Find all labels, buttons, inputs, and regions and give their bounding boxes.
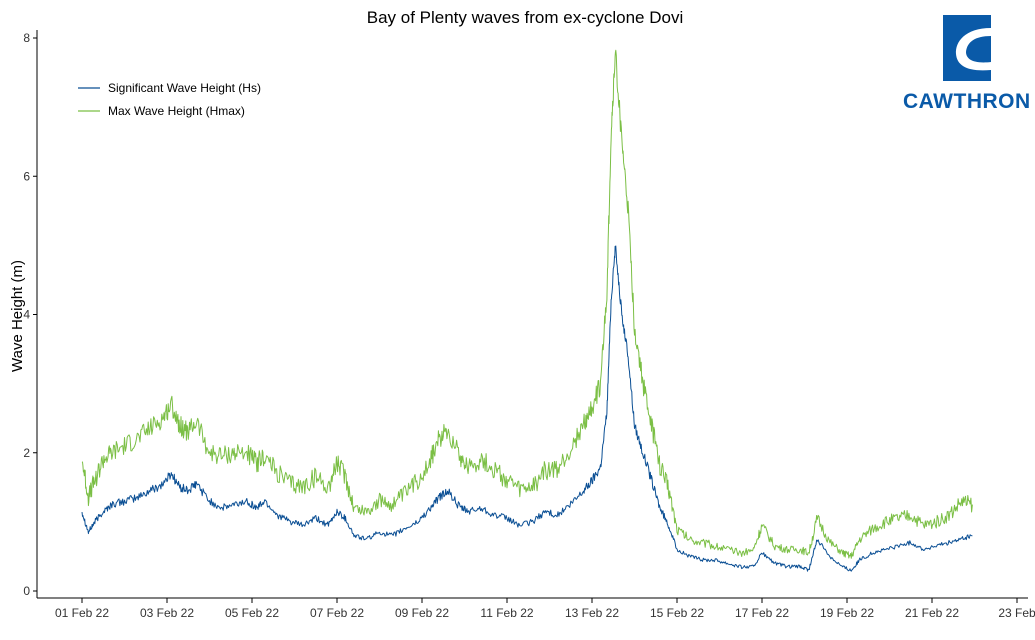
x-tick-label: 11 Feb 22 <box>480 606 533 620</box>
chart-title: Bay of Plenty waves from ex-cyclone Dovi <box>367 8 684 27</box>
x-tick-label: 19 Feb 22 <box>820 606 874 620</box>
cawthron-logo: CAWTHRON <box>903 15 1031 113</box>
series-line-hs <box>81 245 973 572</box>
y-tick-label: 8 <box>23 31 30 45</box>
y-tick-label: 0 <box>23 584 30 598</box>
y-tick-label: 6 <box>23 169 30 183</box>
x-tick-label: 17 Feb 22 <box>735 606 789 620</box>
x-ticks: 01 Feb 22 03 Feb 22 05 Feb 22 07 Feb 22 09 F… <box>55 598 1035 620</box>
logo-text: CAWTHRON <box>903 90 1031 113</box>
y-tick-label: 2 <box>23 446 30 460</box>
x-tick-label: 13 Feb 22 <box>565 606 619 620</box>
x-tick-label: 01 Feb 22 <box>55 606 109 620</box>
x-tick-label: 03 Feb 22 <box>140 606 194 620</box>
x-tick-label: 09 Feb 22 <box>395 606 449 620</box>
legend-label-hs: Significant Wave Height (Hs) <box>108 81 261 95</box>
y-ticks: 0 2 4 6 8 <box>23 31 37 598</box>
legend-label-hmax: Max Wave Height (Hmax) <box>108 104 245 118</box>
cawthron-logo-mark <box>943 15 991 81</box>
legend: Significant Wave Height (Hs) Max Wave He… <box>78 81 261 118</box>
series-line-hmax <box>81 49 973 559</box>
x-tick-label: 21 Feb 22 <box>905 606 959 620</box>
x-tick-label: 15 Feb 22 <box>650 606 704 620</box>
y-tick-label: 4 <box>23 308 30 322</box>
x-tick-label: 07 Feb 22 <box>310 606 364 620</box>
x-tick-label: 05 Feb 22 <box>225 606 279 620</box>
x-tick-label: 23 Feb <box>998 606 1035 620</box>
y-axis-title: Wave Height (m) <box>9 260 26 372</box>
series-lines <box>81 49 973 572</box>
